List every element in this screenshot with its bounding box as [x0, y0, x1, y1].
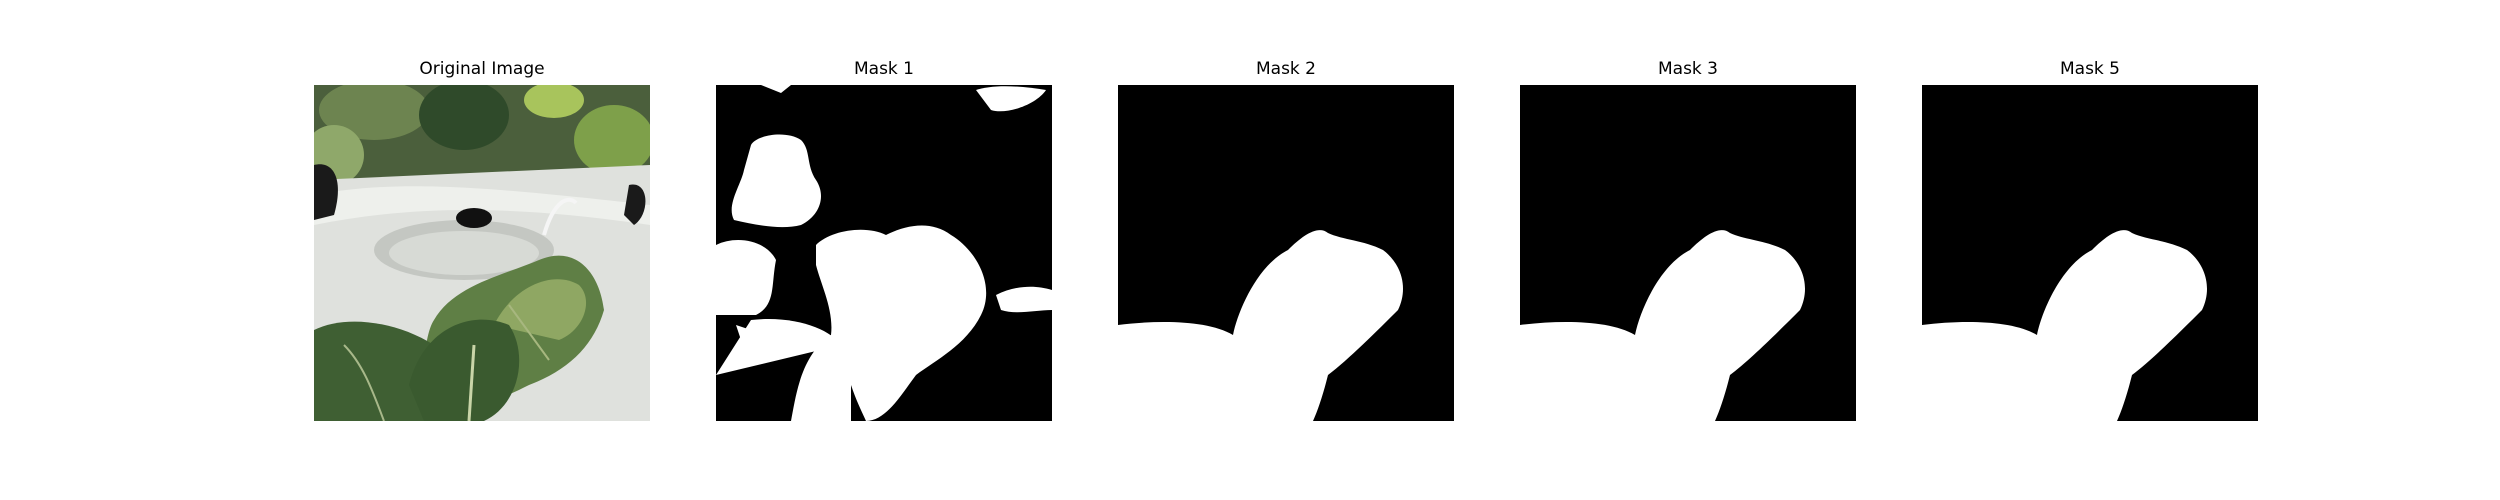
panel-original-image: Original Image [314, 57, 650, 421]
panel-mask-5: Mask 5 [1922, 57, 2258, 421]
panel-mask-1: Mask 1 [716, 57, 1052, 421]
mask-3-image [1520, 85, 1856, 421]
panel-title: Mask 2 [1255, 59, 1316, 79]
panel-mask-2: Mask 2 [1118, 57, 1454, 421]
mask-2-image [1118, 85, 1454, 421]
panel-title: Original Image [419, 59, 545, 79]
original-photo [314, 85, 650, 421]
mask-1-image [716, 85, 1052, 421]
mask-5-image [1922, 85, 2258, 421]
panel-mask-3: Mask 3 [1520, 57, 1856, 421]
panel-title: Mask 3 [1657, 59, 1718, 79]
panel-title: Mask 1 [853, 59, 914, 79]
panel-title: Mask 5 [2059, 59, 2120, 79]
